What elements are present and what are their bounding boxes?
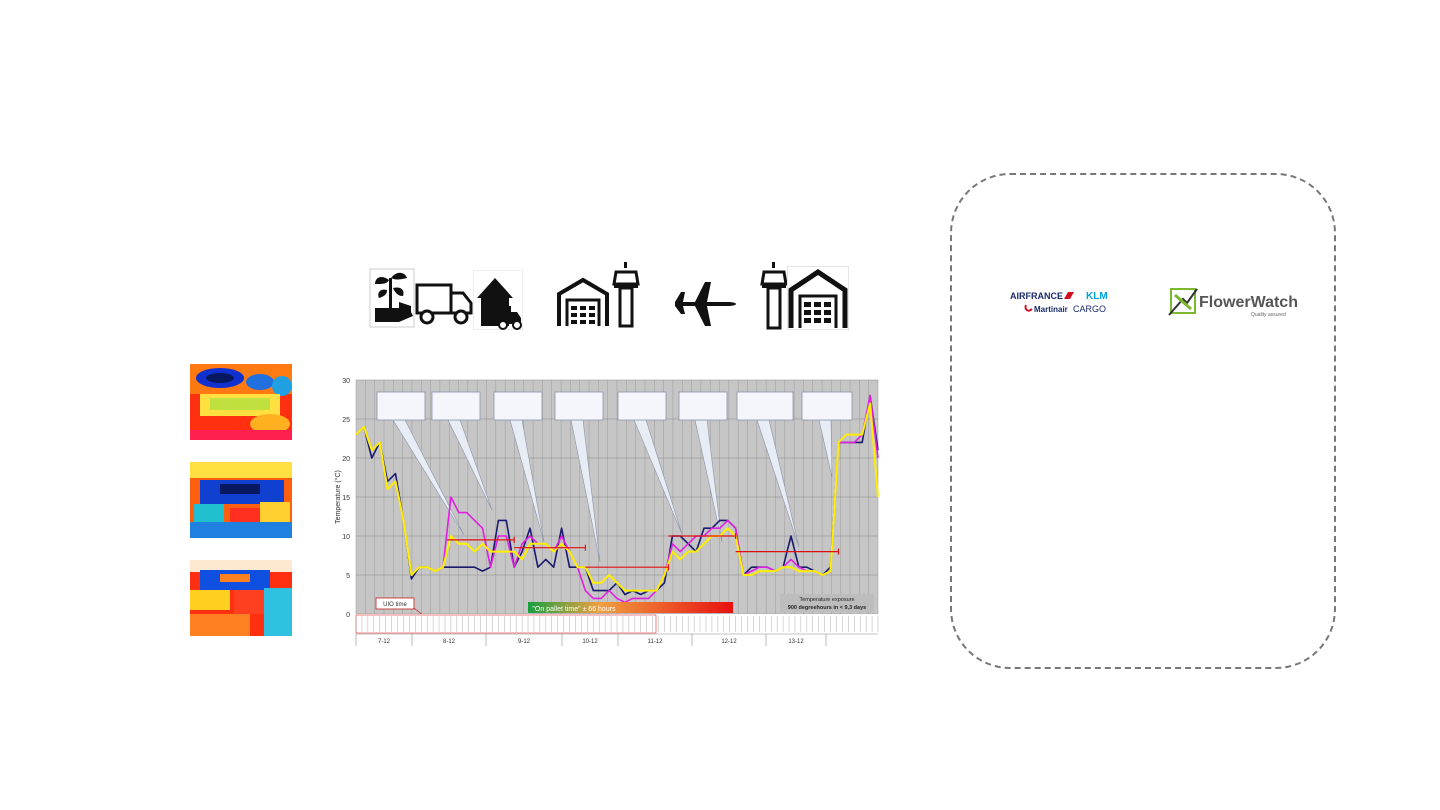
- callout-box: [678, 391, 728, 421]
- control-tower-icon: [760, 262, 788, 330]
- airplane-icon: [673, 280, 737, 328]
- cold-store-icon: [786, 265, 850, 331]
- uio-time-box: [375, 597, 415, 610]
- on-pallet-bar: [528, 602, 733, 613]
- y-tick-label: 5: [346, 573, 350, 580]
- fw-name: FlowerWatch: [1199, 294, 1297, 311]
- callout-box: [431, 391, 481, 421]
- cold-store-icon: [555, 274, 611, 328]
- control-tower-icon: [612, 262, 640, 328]
- callout-box: [493, 391, 543, 421]
- on-pallet-label: "On pallet time" ± 66 hours: [532, 606, 616, 613]
- callout-box: [376, 391, 426, 421]
- y-tick-label: 0: [346, 612, 350, 619]
- thermal-image-1: [190, 364, 292, 440]
- temperature-chart: 0 5 10 15 20 25 30 Temperature (°C) UIO time "On …: [332, 372, 888, 648]
- uio-time-label: UIO time: [383, 602, 407, 608]
- afk-martinair: Martinair: [1034, 305, 1068, 314]
- exposure-title: Temperature exposure: [799, 597, 854, 603]
- day-label: 12-12: [721, 639, 737, 645]
- series-line-3: [355, 402, 879, 592]
- callout-box: [801, 391, 853, 421]
- callout-box: [617, 391, 667, 421]
- warehouse-truck-icon: [472, 269, 524, 331]
- afk-cargo: CARGO: [1073, 304, 1106, 314]
- y-tick-label: 20: [342, 456, 350, 463]
- day-label: 11-12: [648, 639, 664, 645]
- afk-klm: KLM: [1086, 291, 1108, 302]
- flowerwatch-logo: FlowerWatch Quality assured: [1167, 285, 1298, 319]
- exposure-box: [780, 594, 874, 612]
- delivery-truck-icon: [414, 277, 474, 327]
- thermal-image-3: [190, 560, 292, 636]
- y-tick-label: 30: [342, 378, 350, 385]
- airfrance-klm-logo: AIRFRANCE KLM Martinair CARGO: [1008, 289, 1114, 315]
- seedling-hand-icon: [369, 268, 415, 328]
- partner-logo-frame: [950, 173, 1336, 669]
- day-label: 10-12: [582, 639, 598, 645]
- day-label: 9-12: [518, 639, 531, 645]
- y-tick-label: 10: [342, 534, 350, 541]
- callout-box: [554, 391, 604, 421]
- y-tick-label: 25: [342, 417, 350, 424]
- afk-line1: AIRFRANCE: [1010, 291, 1063, 301]
- exposure-value: 900 degreehours in < 9,3 days: [788, 605, 866, 611]
- thermal-image-2: [190, 462, 292, 538]
- day-label: 7-12: [378, 639, 391, 645]
- day-label: 8-12: [443, 639, 456, 645]
- y-tick-label: 15: [342, 495, 350, 502]
- fw-tagline: Quality assured: [1251, 312, 1286, 318]
- y-axis-label: Temperature (°C): [334, 470, 342, 524]
- callout-box: [736, 391, 794, 421]
- day-label: 13-12: [788, 639, 804, 645]
